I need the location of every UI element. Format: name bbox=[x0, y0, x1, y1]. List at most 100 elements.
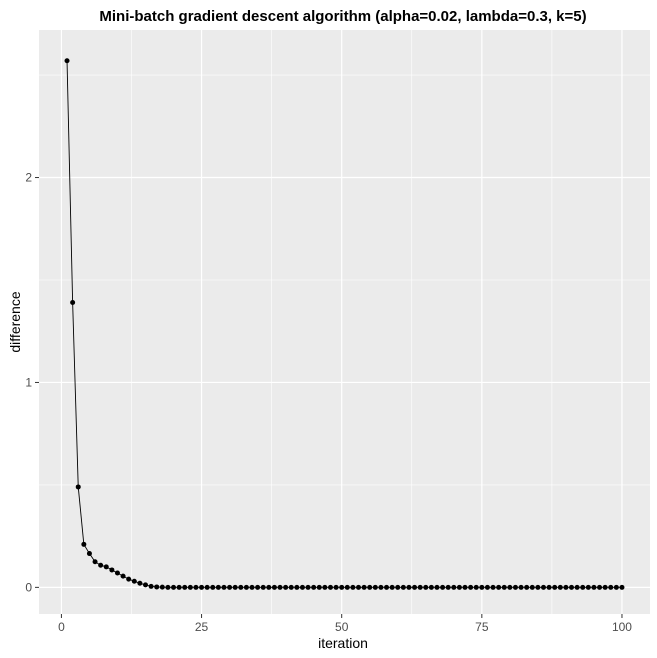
data-point bbox=[356, 584, 362, 590]
data-point bbox=[546, 584, 552, 590]
data-point bbox=[322, 584, 328, 590]
data-point bbox=[434, 584, 440, 590]
y-tick-label: 1 bbox=[25, 375, 32, 389]
data-point bbox=[440, 584, 446, 590]
data-point bbox=[395, 584, 401, 590]
data-point bbox=[193, 584, 199, 590]
data-point bbox=[316, 584, 322, 590]
data-point bbox=[81, 541, 87, 547]
x-tick-label: 50 bbox=[335, 620, 349, 634]
data-point bbox=[372, 584, 378, 590]
data-point bbox=[389, 584, 395, 590]
data-point bbox=[70, 300, 76, 306]
data-point bbox=[255, 584, 261, 590]
data-point bbox=[428, 584, 434, 590]
data-point bbox=[288, 584, 294, 590]
data-point bbox=[249, 584, 255, 590]
data-point bbox=[619, 584, 625, 590]
data-point bbox=[563, 584, 569, 590]
x-tick-label: 75 bbox=[475, 620, 489, 634]
data-point bbox=[221, 584, 227, 590]
data-point bbox=[64, 58, 70, 64]
data-point bbox=[75, 484, 81, 490]
data-point bbox=[109, 567, 115, 573]
data-point bbox=[597, 584, 603, 590]
data-point bbox=[350, 584, 356, 590]
data-point bbox=[98, 562, 104, 568]
data-point bbox=[456, 584, 462, 590]
data-point bbox=[143, 582, 149, 588]
data-point bbox=[232, 584, 238, 590]
data-point bbox=[361, 584, 367, 590]
x-axis-title: iteration bbox=[318, 635, 368, 651]
data-point bbox=[412, 584, 418, 590]
data-point bbox=[120, 573, 126, 579]
data-point bbox=[591, 584, 597, 590]
data-point bbox=[518, 584, 524, 590]
data-point bbox=[529, 584, 535, 590]
data-point bbox=[266, 584, 272, 590]
data-point bbox=[613, 584, 619, 590]
grid-minor bbox=[39, 30, 650, 614]
data-point bbox=[574, 584, 580, 590]
x-axis: 0 25 50 75 100 bbox=[58, 614, 632, 634]
x-tick-label: 100 bbox=[612, 620, 632, 634]
data-point bbox=[210, 584, 216, 590]
data-point bbox=[114, 570, 120, 576]
y-axis-title: difference bbox=[7, 291, 23, 352]
y-tick-label: 2 bbox=[25, 171, 32, 185]
data-point bbox=[92, 559, 98, 565]
data-point bbox=[165, 584, 171, 590]
data-point bbox=[490, 584, 496, 590]
data-point bbox=[451, 584, 457, 590]
y-axis: 0 1 2 bbox=[25, 171, 39, 594]
data-point bbox=[159, 584, 165, 590]
data-point bbox=[299, 584, 305, 590]
data-point bbox=[204, 584, 210, 590]
data-point bbox=[535, 584, 541, 590]
data-point bbox=[154, 584, 160, 590]
plot-panel bbox=[39, 30, 650, 614]
data-point bbox=[86, 551, 92, 557]
data-point bbox=[445, 584, 451, 590]
data-point bbox=[512, 584, 518, 590]
data-point bbox=[496, 584, 502, 590]
data-point bbox=[484, 584, 490, 590]
data-point bbox=[400, 584, 406, 590]
data-point bbox=[552, 584, 558, 590]
data-point bbox=[126, 576, 132, 582]
data-point bbox=[333, 584, 339, 590]
data-point bbox=[311, 584, 317, 590]
data-point bbox=[378, 584, 384, 590]
data-point bbox=[131, 578, 137, 584]
data-points bbox=[64, 58, 625, 590]
data-point bbox=[294, 584, 300, 590]
data-point bbox=[103, 564, 109, 570]
data-point bbox=[602, 584, 608, 590]
data-point bbox=[406, 584, 412, 590]
data-point bbox=[367, 584, 373, 590]
data-point bbox=[305, 584, 311, 590]
data-point bbox=[507, 584, 513, 590]
data-point bbox=[283, 584, 289, 590]
data-point bbox=[569, 584, 575, 590]
series-line bbox=[66, 60, 622, 588]
data-point bbox=[501, 584, 507, 590]
data-point bbox=[260, 584, 266, 590]
data-point bbox=[344, 584, 350, 590]
data-point bbox=[473, 584, 479, 590]
data-point bbox=[227, 584, 233, 590]
data-point bbox=[148, 583, 154, 589]
data-point bbox=[524, 584, 530, 590]
data-point bbox=[557, 584, 563, 590]
data-point bbox=[423, 584, 429, 590]
x-tick-label: 0 bbox=[58, 620, 65, 634]
data-point bbox=[585, 584, 591, 590]
data-point bbox=[608, 584, 614, 590]
data-point bbox=[339, 584, 345, 590]
data-point bbox=[468, 584, 474, 590]
y-tick-label: 0 bbox=[25, 580, 32, 594]
data-point bbox=[384, 584, 390, 590]
data-point bbox=[182, 584, 188, 590]
data-point bbox=[199, 584, 205, 590]
